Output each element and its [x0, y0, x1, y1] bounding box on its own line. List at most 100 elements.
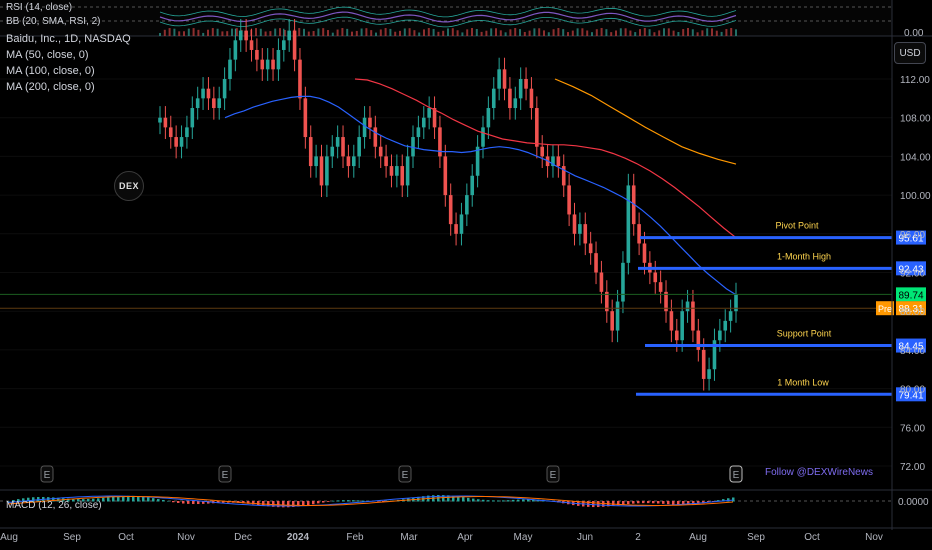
macd-histogram-bar	[507, 500, 510, 502]
rsi-bar	[408, 28, 411, 36]
macd-histogram-bar	[477, 499, 480, 502]
y-tick-label: 88.00	[900, 307, 925, 318]
candle-body	[319, 156, 324, 186]
macd-histogram-bar	[242, 501, 245, 504]
macd-histogram-bar	[692, 501, 695, 505]
rsi-bar	[552, 29, 555, 36]
macd-histogram-bar	[27, 497, 30, 502]
rsi-bar	[571, 30, 574, 36]
rsi-bar	[696, 32, 699, 36]
macd-histogram-bar	[257, 501, 260, 505]
candle-body	[637, 224, 641, 244]
rsi-bar	[720, 31, 723, 36]
level-name: 1 Month Low	[777, 377, 829, 387]
candle-body	[513, 98, 518, 109]
macd-histogram-bar	[167, 500, 170, 502]
rsi-bar	[610, 32, 613, 36]
rsi-bar	[399, 30, 401, 36]
candle-body	[475, 146, 480, 176]
candle-body	[287, 30, 291, 41]
time-axis[interactable]: Aug Sep Oct Nov Dec 2024 Feb Mar Apr May Jun 2 Aug Se…	[0, 532, 883, 543]
macd-histogram-bar	[707, 501, 710, 503]
macd-histogram-bar	[282, 501, 285, 508]
legend-ma200[interactable]: MA (200, close, 0)	[6, 81, 95, 93]
rsi-bar	[547, 32, 550, 36]
candle-body	[486, 108, 491, 128]
rsi-bar	[221, 31, 224, 36]
candle-body	[400, 166, 405, 186]
candle-body	[228, 59, 232, 79]
candle-body	[691, 301, 695, 331]
legend-ma50[interactable]: MA (50, close, 0)	[6, 49, 89, 61]
candle-body	[265, 59, 270, 70]
candle-body	[734, 294, 738, 312]
rsi-bar	[163, 29, 166, 36]
candle-body	[308, 137, 313, 167]
rsi-bar	[567, 32, 569, 36]
rsi-bar	[624, 28, 627, 36]
rsi-bar	[413, 30, 416, 36]
macd-histogram-bar	[667, 501, 670, 505]
rsi-bar	[432, 28, 435, 36]
rsi-bar	[528, 30, 531, 36]
rsi-bar	[427, 28, 430, 36]
y-tick-label: 100.00	[900, 191, 931, 202]
last-price-value: 89.74	[898, 290, 923, 301]
candle-body	[599, 272, 604, 292]
macd-histogram-bar	[497, 500, 500, 502]
macd-histogram-bar	[622, 501, 625, 505]
rsi-bar	[355, 30, 358, 36]
macd-axis-label: 0.0000	[898, 497, 929, 508]
earnings-marker-letter: E	[550, 470, 557, 481]
level-name: 1-Month High	[777, 251, 831, 261]
pre-market-price-tag	[896, 301, 926, 316]
rsi-bar	[682, 29, 685, 36]
legend-rsi-bb[interactable]: BB (20, SMA, RSI, 2)	[6, 16, 101, 27]
macd-histogram-bar	[297, 501, 300, 507]
macd-histogram-bar	[452, 495, 455, 502]
macd-histogram-bar	[107, 497, 110, 502]
macd-histogram-bar	[162, 499, 165, 502]
candle-body	[572, 214, 577, 234]
rsi-background	[0, 0, 892, 36]
candle-body	[427, 108, 431, 118]
candle-body	[502, 69, 507, 89]
macd-histogram-bar	[442, 495, 445, 502]
candle-body	[561, 166, 566, 186]
rsi-bar	[389, 28, 392, 36]
level-price-tag	[896, 387, 926, 402]
macd-histogram-bar	[597, 501, 600, 508]
candle-body	[718, 330, 722, 341]
rsi-bar	[691, 29, 694, 36]
x-tick-label: Oct	[118, 532, 134, 543]
macd-histogram-bar	[512, 499, 515, 502]
rsi-bar	[307, 31, 310, 36]
candle-body	[470, 175, 475, 196]
candle-body	[578, 224, 582, 234]
macd-histogram-bar	[7, 501, 10, 502]
legend-symbol-title[interactable]: Baidu, Inc., 1D, NASDAQ	[6, 33, 131, 45]
legend-macd[interactable]: MACD (12, 26, close)	[6, 500, 102, 511]
earnings-marker	[546, 465, 560, 483]
candle-body	[540, 146, 545, 157]
rsi-bar	[523, 31, 526, 36]
candle-body	[594, 253, 598, 273]
rsi-bar	[283, 29, 286, 36]
legend-rsi[interactable]: RSI (14, close)	[6, 2, 73, 13]
macd-histogram-bar	[267, 501, 270, 507]
candle-body	[362, 117, 367, 138]
last-price-tag	[896, 287, 926, 302]
candle-body	[303, 98, 308, 138]
price-axis[interactable]: 112.00108.00104.00100.0096.0092.0088.008…	[891, 0, 931, 530]
candle-body	[680, 311, 684, 341]
legend-ma100[interactable]: MA (100, close, 0)	[6, 65, 95, 77]
macd-histogram-bar	[662, 501, 665, 504]
macd-histogram-bar	[32, 497, 35, 502]
x-tick-label: Aug	[0, 532, 18, 543]
rsi-bar	[187, 28, 190, 36]
macd-histogram-bar	[502, 500, 505, 502]
macd-histogram-bar	[522, 499, 525, 502]
currency-button[interactable]: USD	[894, 42, 926, 64]
rsi-bar	[255, 28, 257, 36]
